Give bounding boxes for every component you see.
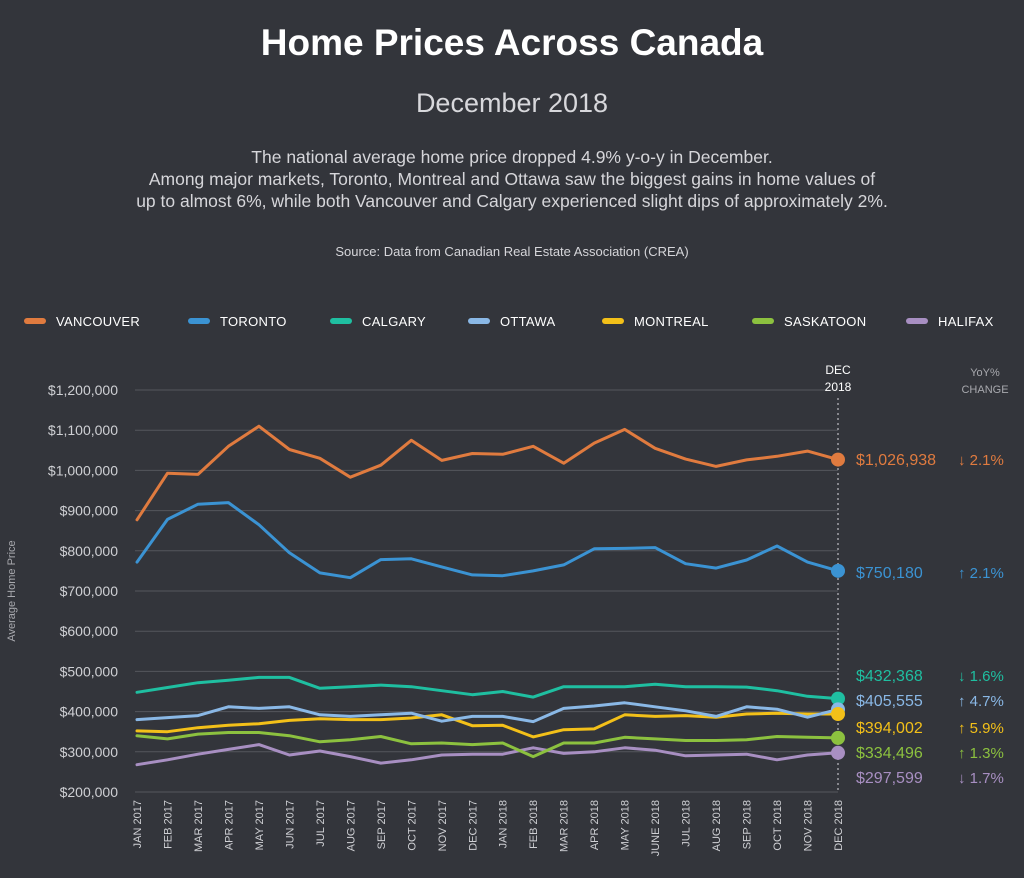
- legend-item-toronto: TORONTO: [188, 311, 287, 331]
- chart-subtitle: December 2018: [415, 88, 609, 118]
- x-tick-label: MAR 2018: [559, 800, 571, 852]
- yoy-header: YoY%: [970, 367, 1000, 379]
- x-tick-label: JAN 2018: [498, 800, 510, 848]
- yoy-change-label: ↑ 5.9%: [958, 720, 1004, 737]
- x-tick-label: FEB 2017: [162, 800, 174, 849]
- yoy-header: CHANGE: [961, 384, 1008, 396]
- x-tick-label: MAR 2017: [193, 800, 205, 852]
- x-tick-label: MAY 2018: [620, 800, 632, 850]
- y-tick-label: $500,000: [60, 663, 119, 679]
- legend-item-vancouver: VANCOUVER: [24, 311, 140, 331]
- y-tick-label: $300,000: [60, 744, 119, 760]
- yoy-change-label: ↑ 1.3%: [958, 745, 1004, 762]
- x-tick-label: DEC 2017: [467, 800, 479, 851]
- legend-item-ottawa: OTTAWA: [468, 311, 555, 331]
- description-line: up to almost 6%, while both Vancouver an…: [136, 191, 888, 211]
- y-tick-label: $700,000: [60, 583, 119, 599]
- description-line: Among major markets, Toronto, Montreal a…: [148, 169, 876, 189]
- legend-item-montreal: MONTREAL: [602, 311, 709, 331]
- end-point-halifax: [831, 745, 845, 760]
- chart-legend: VANCOUVER TORONTO CALGARY OTTAWA MONTREA…: [0, 311, 1024, 331]
- end-value-label: $750,180: [856, 565, 923, 582]
- series-line-calgary: [135, 675, 840, 701]
- y-tick-label: $1,100,000: [48, 422, 118, 438]
- y-tick-label: $1,000,000: [48, 462, 118, 478]
- x-tick-label: NOV 2018: [803, 800, 815, 851]
- legend-swatch: [752, 318, 774, 324]
- legend-swatch: [188, 318, 210, 324]
- yoy-change-label: ↓ 2.1%: [958, 452, 1004, 469]
- yoy-change-label: ↓ 1.7%: [958, 770, 1004, 787]
- legend-label: MONTREAL: [634, 313, 709, 329]
- legend-label: TORONTO: [220, 313, 287, 329]
- end-value-label: $297,599: [856, 770, 923, 787]
- series-line-ottawa: [135, 701, 840, 724]
- series-line-montreal: [135, 711, 840, 739]
- yoy-change-label: ↑ 4.7%: [958, 693, 1004, 710]
- x-tick-label: APR 2018: [589, 800, 601, 850]
- dec-marker-label: DEC: [825, 363, 851, 377]
- legend-label: SASKATOON: [784, 313, 867, 329]
- x-tick-label: AUG 2018: [711, 800, 723, 851]
- series-line-vancouver: [135, 424, 840, 522]
- legend-label: CALGARY: [362, 313, 426, 329]
- x-tick-label: NOV 2017: [437, 800, 449, 851]
- legend-item-saskatoon: SASKATOON: [752, 311, 866, 331]
- legend-item-calgary: CALGARY: [330, 311, 426, 331]
- legend-swatch: [468, 318, 490, 324]
- x-tick-label: FEB 2018: [528, 800, 540, 849]
- x-tick-label: JAN 2017: [132, 800, 144, 848]
- legend-swatch: [602, 318, 624, 324]
- legend-swatch: [906, 318, 928, 324]
- end-point-montreal: [831, 707, 845, 722]
- y-axis-label: Average Home Price: [6, 540, 18, 641]
- x-tick-label: APR 2017: [223, 800, 235, 850]
- end-value-label: $334,496: [856, 745, 923, 762]
- end-point-toronto: [831, 563, 845, 578]
- x-tick-label: AUG 2017: [345, 800, 357, 851]
- x-tick-label: SEP 2018: [742, 800, 754, 849]
- end-value-label: $405,555: [856, 693, 923, 710]
- end-point-saskatoon: [831, 730, 845, 745]
- dec-marker-label: 2018: [825, 380, 852, 394]
- series-line-halifax: [135, 743, 840, 767]
- x-tick-label: JUN 2017: [284, 800, 296, 849]
- x-tick-label: JUL 2017: [315, 800, 327, 847]
- chart-description: The national average home price dropped …: [30, 146, 994, 212]
- y-tick-label: $600,000: [60, 623, 119, 639]
- x-tick-label: OCT 2018: [772, 800, 784, 851]
- x-tick-label: JUNE 2018: [650, 800, 662, 856]
- y-tick-label: $900,000: [60, 503, 119, 519]
- legend-item-halifax: HALIFAX: [906, 311, 994, 331]
- legend-swatch: [330, 318, 352, 324]
- y-tick-label: $800,000: [60, 543, 119, 559]
- series-line-toronto: [135, 501, 840, 580]
- x-tick-label: DEC 2018: [833, 800, 845, 851]
- x-tick-label: MAY 2017: [254, 800, 266, 850]
- legend-swatch: [24, 318, 46, 324]
- legend-label: VANCOUVER: [56, 313, 141, 329]
- legend-label: HALIFAX: [938, 313, 994, 329]
- y-tick-label: $400,000: [60, 704, 119, 720]
- end-point-vancouver: [831, 452, 845, 467]
- yoy-change-label: ↓ 1.6%: [958, 668, 1004, 685]
- series-line-saskatoon: [135, 731, 840, 759]
- end-point-calgary: [831, 691, 845, 706]
- yoy-change-label: ↑ 2.1%: [958, 565, 1004, 582]
- chart-title: Home Prices Across Canada: [260, 22, 764, 63]
- x-tick-label: OCT 2017: [406, 800, 418, 851]
- x-tick-label: JUL 2018: [681, 800, 693, 847]
- end-value-label: $394,002: [856, 720, 923, 737]
- legend-label: OTTAWA: [500, 313, 556, 329]
- description-line: The national average home price dropped …: [251, 147, 773, 167]
- x-tick-label: SEP 2017: [376, 800, 388, 849]
- end-value-label: $1,026,938: [856, 452, 936, 469]
- end-value-label: $432,368: [856, 668, 923, 685]
- source-note: Source: Data from Canadian Real Estate A…: [335, 244, 689, 259]
- y-tick-label: $200,000: [60, 784, 119, 800]
- y-tick-label: $1,200,000: [48, 382, 118, 398]
